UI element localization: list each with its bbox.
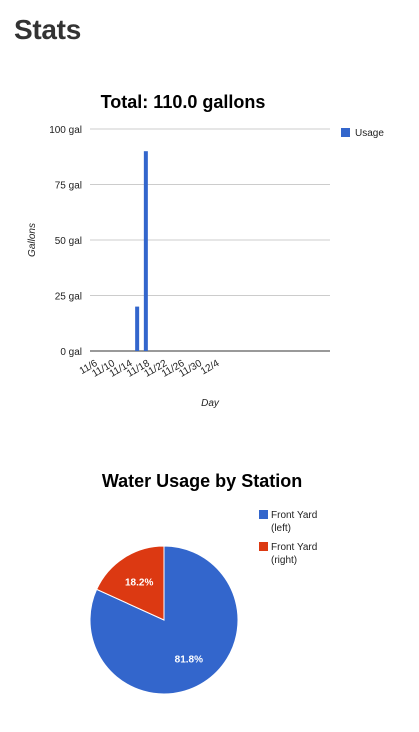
pie-slice: [95, 545, 165, 621]
bar-chart-title: Total: 110.0 gallons: [101, 92, 266, 112]
y-tick-label: 0 gal: [60, 347, 82, 358]
pie-chart-title: Water Usage by Station: [102, 471, 302, 491]
pie-chart-legend: Front Yard (left) Front Yard (right): [259, 510, 317, 566]
legend-swatch-usage: [341, 128, 350, 137]
y-tick-label: 75 gal: [55, 181, 82, 192]
pie-chart-data-labels: 81.8% 18.2%: [125, 577, 203, 665]
station-pie-chart: Water Usage by Station 81.8% 18.2% Front …: [89, 471, 317, 695]
legend-swatch: [259, 510, 268, 519]
bar-chart-bars: [135, 151, 148, 351]
legend-label: (right): [271, 555, 297, 566]
y-tick-label: 100 gal: [49, 125, 82, 136]
legend-label: (left): [271, 523, 291, 534]
pie-slice-label: 18.2%: [125, 577, 153, 588]
legend-label: Front Yard: [271, 510, 317, 521]
bar-chart-gridlines: [90, 128, 330, 352]
pie-slice-label: 81.8%: [175, 655, 203, 666]
legend-label: Front Yard: [271, 542, 317, 553]
page-title: Stats: [14, 14, 81, 45]
y-tick-label: 25 gal: [55, 292, 82, 303]
bar-chart-x-axis-label: Day: [201, 398, 220, 409]
legend-label-usage: Usage: [355, 128, 384, 139]
usage-bar: [135, 306, 140, 351]
y-tick-label: 50 gal: [55, 236, 82, 247]
bar-chart-y-ticks: 0 gal 25 gal 50 gal 75 gal 100 gal: [49, 125, 82, 358]
legend-swatch: [259, 542, 268, 551]
bar-chart-y-axis-label: Gallons: [27, 223, 38, 257]
usage-bar-chart: Total: 110.0 gallons 0 gal 25 gal 50 gal 75…: [27, 92, 384, 409]
usage-bar: [143, 151, 148, 351]
pie-chart-slices: [89, 545, 239, 695]
x-tick-label: 12/4: [199, 358, 222, 377]
